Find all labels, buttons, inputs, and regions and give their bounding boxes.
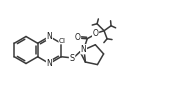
Text: N: N [47, 32, 52, 41]
Text: S: S [70, 54, 75, 63]
Text: O: O [93, 29, 98, 38]
Text: N: N [47, 59, 52, 68]
Text: N: N [81, 45, 87, 54]
Text: Cl: Cl [59, 38, 66, 44]
Text: O: O [75, 33, 81, 42]
